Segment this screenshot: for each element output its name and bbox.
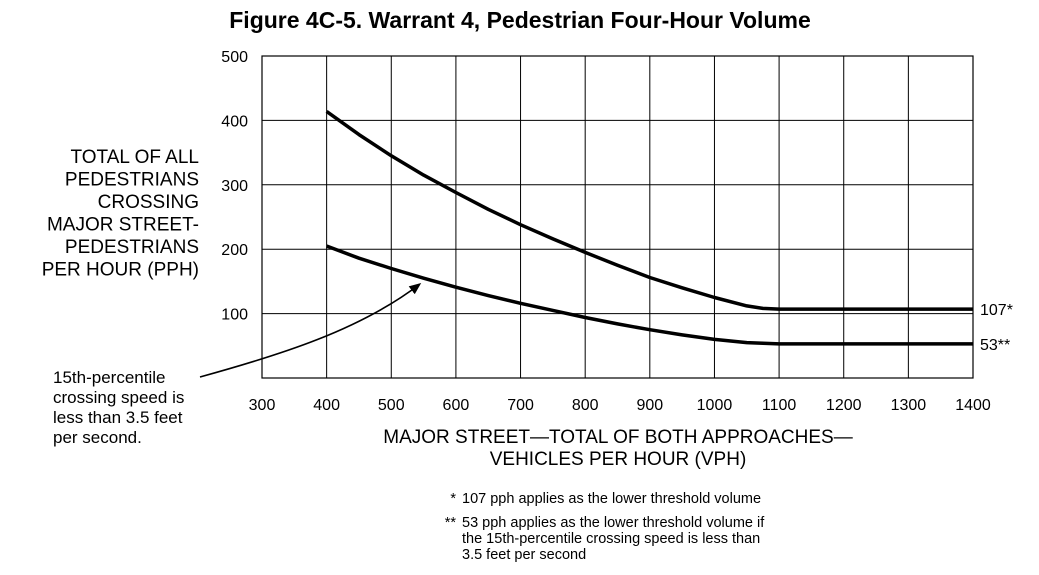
x-axis-label-line: MAJOR STREET—TOTAL OF BOTH APPROACHES— [383,427,852,448]
x-tick-label: 1000 [697,397,733,414]
x-tick-label: 1100 [762,397,797,414]
x-tick-label: 700 [507,397,534,414]
annotation-text-line: 15th-percentile [53,368,165,387]
y-tick-label: 400 [221,113,248,130]
y-tick-label: 300 [221,178,248,195]
y-axis-label-line: PEDESTRIANS [65,237,199,258]
x-tick-label: 1200 [826,397,862,414]
x-tick-label: 300 [249,397,276,414]
footnote-text-line: 3.5 feet per second [462,547,586,563]
x-tick-label: 500 [378,397,405,414]
footnote-text-line: 107 pph applies as the lower threshold v… [462,491,761,507]
footnote-text-line: 53 pph applies as the lower threshold vo… [462,515,765,531]
series-end-label: 107* [980,302,1013,319]
plot-frame [261,55,974,379]
x-axis-label-line: VEHICLES PER HOUR (VPH) [490,449,747,470]
x-tick-labels: 300 400 500 600 700 800 900 1000 1100 1200 1300 140… [249,397,991,414]
series-line-1 [325,109,973,311]
x-axis-label: MAJOR STREET—TOTAL OF BOTH APPROACHES—VE… [383,427,852,470]
y-axis-label-line: CROSSING [98,192,199,213]
annotation-arrow [199,282,422,378]
y-axis-label-line: PER HOUR (PPH) [42,260,199,281]
footnote-text-line: the 15th-percentile crossing speed is le… [462,531,760,547]
annotation-text-line: per second. [53,428,142,447]
x-tick-label: 1300 [891,397,927,414]
y-tick-label: 100 [221,307,248,324]
x-tick-label: 1400 [955,397,991,414]
x-tick-label: 800 [572,397,599,414]
footnotes: * 107 pph applies as the lower threshold … [445,491,766,563]
y-tick-labels: 100 200 300 400 500 [221,49,248,324]
annotation-text-line: crossing speed is [53,388,184,407]
y-tick-label: 200 [221,242,248,259]
series-end-label: 53** [980,337,1010,354]
x-tick-label: 400 [313,397,340,414]
x-tick-label: 900 [636,397,663,414]
grid [261,55,974,378]
footnote-marker: ** [445,515,457,531]
annotation-text-line: less than 3.5 feet [53,408,183,427]
y-axis-label-line: MAJOR STREET- [47,215,199,236]
footnote-marker: * [450,491,456,507]
y-axis-label-line: PEDESTRIANS [65,170,199,191]
chart-title: Figure 4C-5. Warrant 4, Pedestrian Four-… [229,7,810,33]
series-line-2 [325,244,973,346]
y-axis-label-line: TOTAL OF ALL [71,147,199,168]
y-tick-label: 500 [221,49,248,66]
x-tick-label: 600 [443,397,470,414]
series-group: 107* 53** [325,109,1013,354]
